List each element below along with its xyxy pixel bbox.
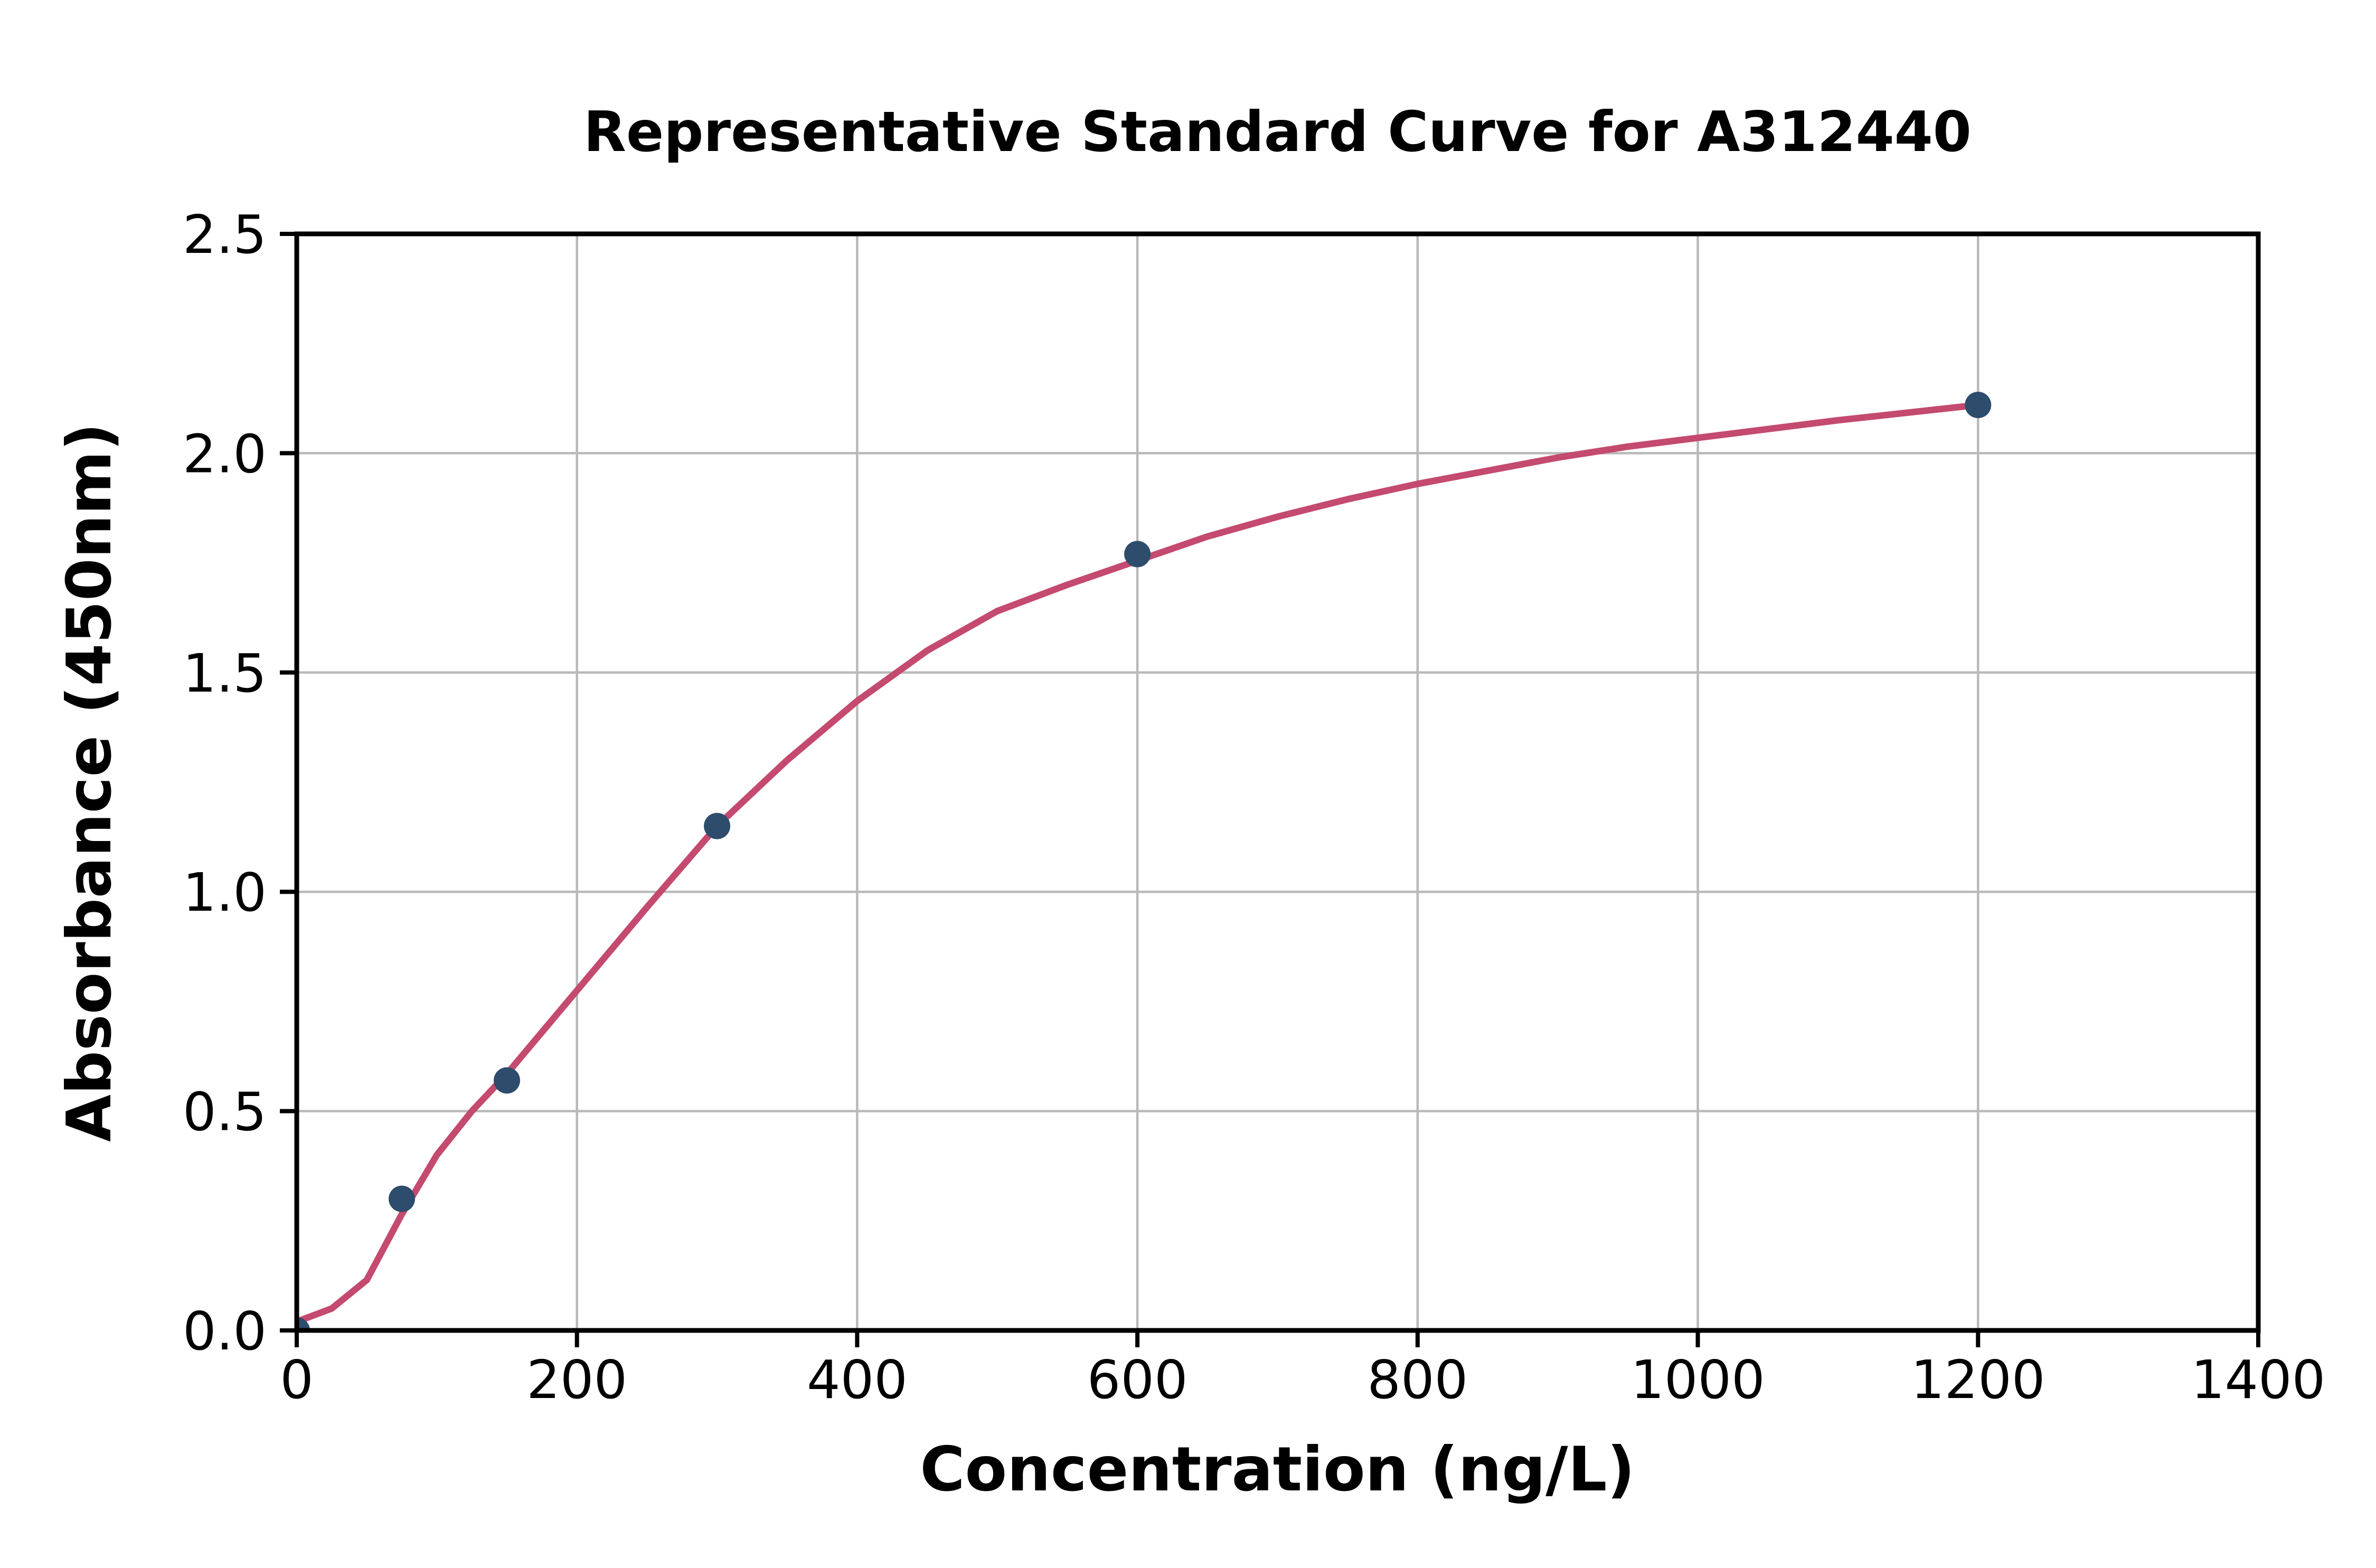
- x-tick-label: 200: [526, 1349, 627, 1411]
- x-tick-label: 800: [1367, 1349, 1468, 1411]
- data-point: [297, 1317, 310, 1330]
- x-tick-label: 0: [280, 1349, 314, 1411]
- y-tick-label: 0.5: [183, 1081, 267, 1143]
- y-axis-label: Absorbance (450nm): [54, 422, 125, 1142]
- data-point: [704, 813, 731, 839]
- y-tick-label: 2.5: [183, 204, 267, 266]
- data-point: [494, 1067, 521, 1094]
- y-tick-label: 1.5: [183, 643, 267, 704]
- data-point: [389, 1185, 416, 1212]
- y-tick-label: 1.0: [183, 862, 267, 923]
- data-point: [1124, 541, 1151, 568]
- data-point: [1965, 392, 1992, 419]
- chart-title: Representative Standard Curve for A31244…: [583, 100, 1972, 164]
- x-tick-label: 400: [807, 1349, 908, 1411]
- x-tick-label: 1200: [1911, 1349, 2045, 1411]
- x-tick-label: 1400: [2191, 1349, 2326, 1411]
- x-tick-label: 1000: [1630, 1349, 1765, 1411]
- y-tick-label: 0.0: [183, 1300, 267, 1362]
- fit-curve: [297, 401, 1982, 1325]
- x-tick-label: 600: [1087, 1349, 1188, 1411]
- x-axis-label: Concentration (ng/L): [920, 1434, 1635, 1505]
- y-tick-label: 2.0: [183, 423, 267, 485]
- axes-frame: [294, 231, 2261, 1333]
